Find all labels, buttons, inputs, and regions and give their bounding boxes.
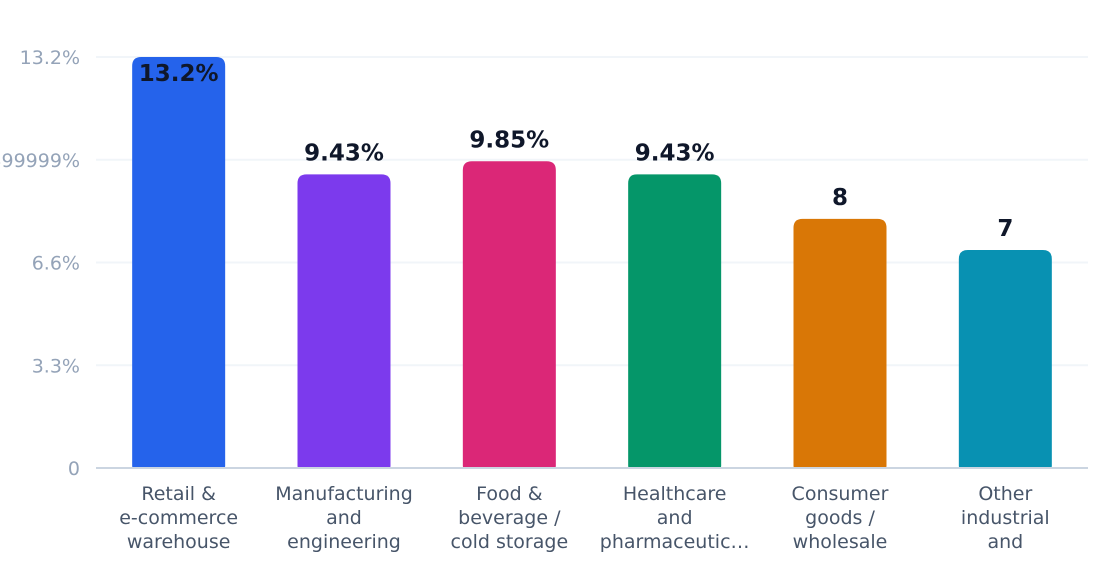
x-category-line: and: [657, 507, 693, 529]
x-category-line: Other: [978, 483, 1032, 505]
x-category-line: and: [987, 531, 1023, 553]
x-category-line: pharmaceutic…: [600, 531, 750, 553]
x-category-label: Manufacturing and engineering: [275, 483, 413, 553]
x-category-line: industrial: [961, 507, 1050, 529]
x-category-line: Food &: [476, 483, 543, 505]
x-category-line: engineering: [287, 531, 401, 553]
x-category-line: Healthcare: [623, 483, 727, 505]
data-labels: 13.2% 9.43% 9.85% 9.43% 8 7: [139, 61, 1014, 242]
x-category-line: goods /: [805, 507, 875, 529]
y-tick-label: 3.3%: [32, 355, 80, 377]
x-category-line: warehouse: [127, 531, 231, 553]
data-label: 7: [997, 216, 1013, 242]
y-tick-label: 6.6%: [32, 253, 80, 275]
gridlines: [96, 56, 1088, 367]
x-category-label: Healthcare and pharmaceutic…: [600, 483, 750, 553]
y-axis-ticks: 0 3.3% 6.6% 9.899999% 13.2%: [0, 47, 80, 480]
x-category-label: Food & beverage / cold storage: [451, 483, 569, 553]
x-category-label: Other industrial and: [961, 483, 1050, 553]
data-label: 9.85%: [469, 127, 549, 153]
y-tick-label: 0: [68, 458, 80, 480]
x-category-line: and: [326, 507, 362, 529]
data-label: 9.43%: [304, 140, 384, 166]
x-category-line: cold storage: [451, 531, 569, 553]
x-category-label: Consumer goods / wholesale: [792, 483, 889, 553]
x-category-line: Manufacturing: [275, 483, 413, 505]
bar: [462, 161, 556, 468]
x-category-line: beverage /: [458, 507, 561, 529]
data-label: 8: [832, 185, 848, 211]
bar: [132, 57, 226, 468]
x-category-line: Retail &: [141, 483, 216, 505]
y-tick-label: 9.899999%: [0, 150, 80, 172]
bar: [628, 174, 722, 468]
x-category-line: wholesale: [793, 531, 888, 553]
x-axis-categories: Retail & e-commerce warehouse Manufacturing…: [119, 483, 1049, 553]
x-category-line: Consumer: [792, 483, 889, 505]
bar: [793, 218, 887, 468]
data-label: 9.43%: [635, 140, 715, 166]
data-label: 13.2%: [139, 61, 219, 87]
x-category-line: e-commerce: [119, 507, 238, 529]
x-category-label: Retail & e-commerce warehouse: [119, 483, 238, 553]
bar: [297, 174, 391, 468]
y-tick-label: 13.2%: [20, 47, 80, 69]
bar: [958, 250, 1052, 468]
bars: [132, 57, 1052, 468]
